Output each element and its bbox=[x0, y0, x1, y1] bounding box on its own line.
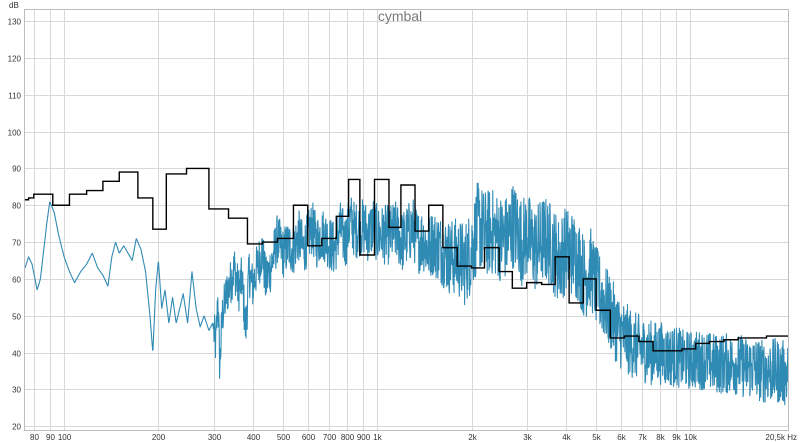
y-tick-label: 70 bbox=[12, 239, 21, 248]
y-tick-label: 110 bbox=[8, 92, 21, 101]
series bbox=[24, 167, 789, 406]
x-tick-label: 900 bbox=[357, 433, 371, 442]
y-tick-label: 50 bbox=[12, 313, 21, 322]
x-tick-label: 2k bbox=[468, 433, 477, 442]
x-tick-label: 600 bbox=[302, 433, 316, 442]
y-tick-label: 120 bbox=[8, 55, 22, 64]
y-tick-label: 40 bbox=[12, 350, 21, 359]
octave-band-step-line bbox=[25, 167, 788, 352]
x-tick-label: 200 bbox=[152, 433, 166, 442]
y-axis-label: dB bbox=[9, 1, 19, 10]
chart-title: cymbal bbox=[378, 8, 422, 24]
x-tick-label: 100 bbox=[58, 433, 72, 442]
x-tick-label: 1k bbox=[373, 433, 382, 442]
y-tick-label: 30 bbox=[12, 386, 21, 395]
x-tick-label: 6k bbox=[617, 433, 626, 442]
x-axis-ticks: 80 90 100 200 300 400 500 600 700 800 900 1k 2k 3k 4k 5… bbox=[30, 433, 797, 442]
x-tick-label: 5k bbox=[592, 433, 601, 442]
y-tick-label: 130 bbox=[8, 18, 22, 27]
y-tick-label: 100 bbox=[8, 129, 22, 138]
x-tick-label: 800 bbox=[341, 433, 355, 442]
x-tick-label: 700 bbox=[323, 433, 337, 442]
x-tick-label: 10k bbox=[684, 433, 698, 442]
x-tick-label: 300 bbox=[208, 433, 222, 442]
y-axis-ticks: 20 30 40 50 60 70 80 90 100 110 120 130 bbox=[8, 18, 22, 432]
y-tick-label: 80 bbox=[12, 202, 21, 211]
spectrum-series-line bbox=[24, 182, 789, 406]
x-tick-label: 9k bbox=[672, 433, 681, 442]
x-tick-label: 8k bbox=[656, 433, 665, 442]
x-tick-label: 400 bbox=[247, 433, 261, 442]
x-tick-label: 20,5k Hz bbox=[765, 433, 797, 442]
x-tick-label: 3k bbox=[523, 433, 532, 442]
x-tick-label: 500 bbox=[277, 433, 291, 442]
y-tick-label: 60 bbox=[12, 276, 21, 285]
y-tick-label: 90 bbox=[12, 165, 21, 174]
x-tick-label: 80 bbox=[30, 433, 39, 442]
grid bbox=[25, 10, 789, 430]
x-tick-label: 7k bbox=[638, 433, 647, 442]
x-tick-label: 90 bbox=[46, 433, 55, 442]
y-tick-label: 20 bbox=[12, 423, 21, 432]
x-tick-label: 4k bbox=[562, 433, 571, 442]
plot-frame bbox=[24, 9, 789, 431]
